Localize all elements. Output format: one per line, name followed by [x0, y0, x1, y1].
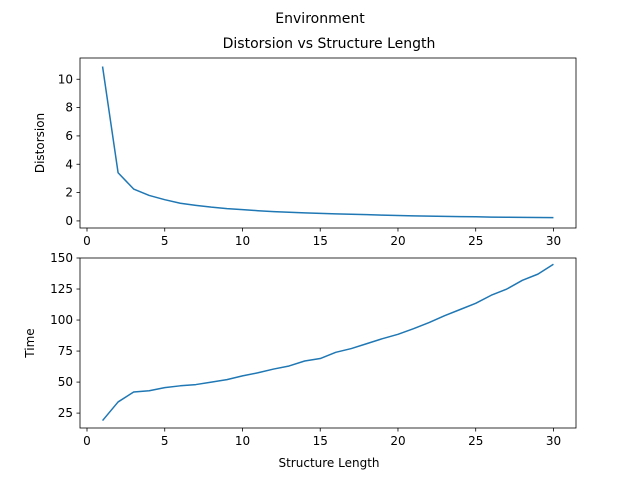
bottom-chart-xtick-label: 25: [468, 434, 483, 448]
bottom-chart-ytick-label: 75: [58, 344, 73, 358]
bottom-chart-ytick-label: 50: [58, 375, 73, 389]
top-chart-ytick-label: 10: [58, 72, 73, 86]
top-chart-ytick-label: 2: [65, 186, 73, 200]
bottom-chart-ytick-label: 100: [50, 313, 73, 327]
bottom-chart: Structure Length Time 0 5 10 15 20 25 30 25 50 75…: [23, 251, 577, 470]
top-chart-xtick-label: 20: [390, 234, 405, 248]
top-chart-axes-frame: [79, 57, 577, 229]
bottom-chart-ytick-label: 125: [50, 282, 73, 296]
top-chart-title: Distorsion vs Structure Length: [223, 36, 436, 52]
bottom-chart-series-line: [101, 263, 554, 422]
top-chart-ylabel: Distorsion: [33, 113, 47, 173]
bottom-chart-xtick-label: 15: [313, 434, 328, 448]
top-chart-ytick-label: 6: [65, 129, 73, 143]
top-chart-xtick-label: 25: [468, 234, 483, 248]
figure-suptitle: Environment: [275, 11, 365, 27]
top-chart-xtick-label: 5: [161, 234, 169, 248]
top-chart-xtick-label: 30: [546, 234, 561, 248]
bottom-chart-xlabel: Structure Length: [278, 456, 379, 470]
bottom-chart-xtick-label: 0: [83, 434, 91, 448]
top-chart-ytick-label: 0: [65, 214, 73, 228]
top-chart-xtick-label: 0: [83, 234, 91, 248]
bottom-chart-xtick-label: 10: [235, 434, 250, 448]
bottom-chart-ytick-label: 150: [50, 251, 73, 265]
top-chart-ytick-label: 8: [65, 101, 73, 115]
bottom-chart-xtick-label: 5: [161, 434, 169, 448]
bottom-chart-ytick-label: 25: [58, 406, 73, 420]
bottom-chart-axes-frame: [79, 257, 577, 429]
top-chart-xtick-label: 10: [235, 234, 250, 248]
top-chart-ytick-label: 4: [65, 157, 73, 171]
bottom-chart-ylabel: Time: [23, 328, 37, 358]
top-chart-series-line: [101, 66, 554, 219]
bottom-chart-xtick-label: 30: [546, 434, 561, 448]
top-chart: Distorsion vs Structure Length Distorsio…: [33, 36, 577, 248]
top-chart-xtick-label: 15: [313, 234, 328, 248]
bottom-chart-xtick-label: 20: [390, 434, 405, 448]
